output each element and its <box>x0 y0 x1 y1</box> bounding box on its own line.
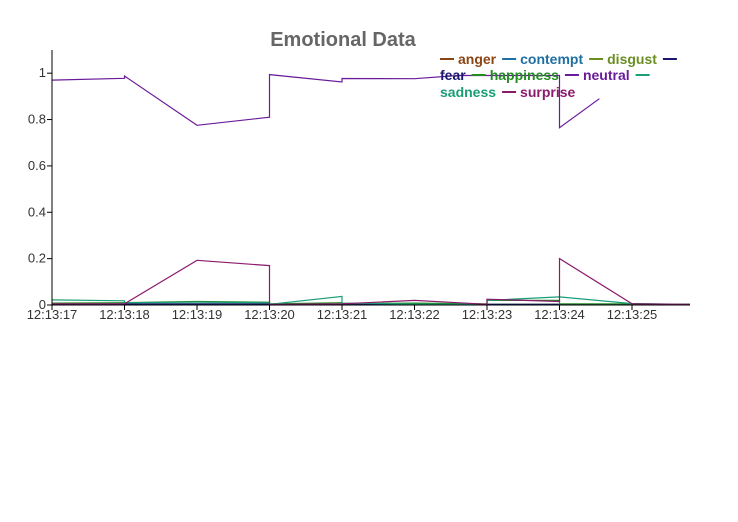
legend: anger contempt disgust fear happiness neutral… <box>440 51 677 100</box>
series-line-sadness <box>51 295 691 305</box>
y-tick-label: 0.6 <box>28 158 46 173</box>
x-tick-label: 12:13:20 <box>244 307 295 322</box>
axes: 0 0.2 0.4 0.6 0.8 1 12:13:17 12:13:18 12:13:19 12… <box>27 50 690 322</box>
legend-label-neutral: neutral <box>583 67 630 83</box>
legend-label-anger: anger <box>458 51 497 67</box>
series-line-surprise <box>52 257 691 305</box>
y-tick-label: 0 <box>39 297 46 312</box>
x-tick-label: 12:13:25 <box>607 307 658 322</box>
x-tick-label: 12:13:17 <box>27 307 78 322</box>
x-tick-label: 12:13:23 <box>462 307 513 322</box>
legend-label-happiness: happiness <box>490 67 559 83</box>
series-line-neutral <box>51 73 600 129</box>
plot-area <box>51 73 691 305</box>
legend-label-disgust: disgust <box>607 51 657 67</box>
legend-label-fear: fear <box>440 67 466 83</box>
x-tick-label: 12:13:18 <box>99 307 150 322</box>
x-tick-label: 12:13:19 <box>172 307 223 322</box>
y-tick-label: 1 <box>39 65 46 80</box>
x-tick-label: 12:13:22 <box>389 307 440 322</box>
x-tick-label: 12:13:21 <box>317 307 368 322</box>
legend-label-surprise: surprise <box>520 84 575 100</box>
legend-label-sadness: sadness <box>440 84 496 100</box>
chart-title: Emotional Data <box>270 29 416 51</box>
y-tick-label: 0.4 <box>28 204 46 219</box>
x-tick-label: 12:13:24 <box>534 307 585 322</box>
y-tick-label: 0.2 <box>28 251 46 266</box>
legend-label-contempt: contempt <box>520 51 583 67</box>
y-tick-label: 0.8 <box>28 112 46 127</box>
